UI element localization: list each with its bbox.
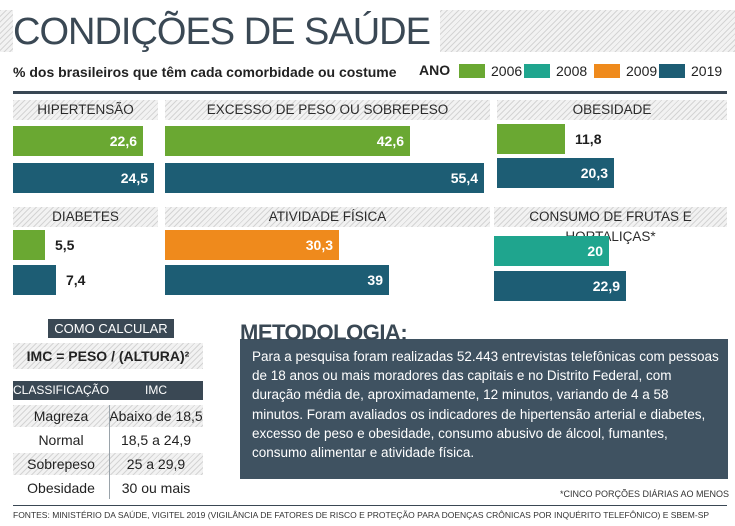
bar-2019 [13, 265, 56, 295]
bar-2019 [165, 163, 484, 193]
legend-item-2006: 2006 [459, 62, 522, 80]
bar-2019 [494, 271, 626, 301]
cell-imc: 30 ou mais [121, 480, 191, 496]
bar-value-label: 5,5 [55, 237, 75, 253]
bar-value-label: 24,5 [120, 170, 148, 186]
panel-title: ATIVIDADE FÍSICA [165, 207, 490, 227]
legend-item-2019: 2019 [659, 62, 722, 80]
cell-imc: 25 a 29,9 [126, 456, 186, 472]
cell-class: Magreza [33, 408, 89, 424]
bar-value-label: 22,6 [109, 133, 137, 149]
legend-swatch-2006 [459, 64, 485, 78]
panel-title: DIABETES [13, 207, 158, 227]
bar-value-label: 22,9 [592, 278, 620, 294]
subtitle: % dos brasileiros que têm cada comorbida… [13, 64, 397, 80]
footnote: *CINCO PORÇÕES DIÁRIAS AO MENOS [560, 489, 730, 499]
table-row: Normal 18,5 a 24,9 [13, 429, 203, 451]
table-row: Sobrepeso 25 a 29,9 [13, 453, 203, 475]
cell-imc: Abaixo de 18,5 [109, 408, 203, 424]
calc-title: COMO CALCULAR [48, 319, 174, 338]
bar-value-label: 30,3 [305, 237, 333, 253]
cell-class: Sobrepeso [27, 456, 95, 472]
sources: FONTES: MINISTÉRIO DA SAÚDE, VIGITEL 201… [13, 510, 710, 520]
table-row: Obesidade 30 ou mais [13, 477, 203, 499]
legend-swatch-2019 [659, 64, 685, 78]
bar-2008 [494, 236, 609, 266]
page-title: CONDIÇÕES DE SAÚDE [13, 8, 440, 56]
bar-value-label: 11,8 [575, 131, 602, 147]
panel-title: OBESIDADE [497, 100, 727, 120]
bar-2006 [13, 230, 45, 260]
table-row: Magreza Abaixo de 18,5 [13, 405, 203, 427]
legend-swatch-2009 [594, 64, 620, 78]
imc-table-header: CLASSIFICAÇÃO IMC [13, 381, 203, 400]
bar-2019 [497, 158, 614, 188]
panel-title: CONSUMO DE FRUTAS E HORTALIÇAS* [494, 207, 727, 244]
methodology-text: Para a pesquisa foram realizadas 52.443 … [252, 349, 719, 461]
bar-2006 [13, 126, 143, 156]
bar-value-label: 55,4 [450, 170, 478, 186]
bottom-rule [13, 505, 727, 506]
bar-2006 [497, 124, 565, 154]
bar-value-label: 7,4 [66, 272, 86, 288]
imc-formula: IMC = PESO / (ALTURA)² [13, 343, 203, 369]
bar-2009 [165, 230, 339, 260]
legend-swatch-2008 [524, 64, 550, 78]
bar-value-label: 42,6 [376, 133, 404, 149]
bar-value-label: 20,3 [580, 165, 608, 181]
panel-title: EXCESSO DE PESO OU SOBREPESO [165, 100, 490, 120]
methodology-title: METODOLOGIA: [240, 320, 408, 345]
bar-2019 [165, 265, 389, 295]
legend-item-2008: 2008 [524, 62, 587, 80]
legend-label-2008: 2008 [556, 63, 588, 79]
bar-2019 [13, 163, 154, 193]
legend-item-2009: 2009 [594, 62, 657, 80]
methodology-box [240, 339, 728, 479]
legend-title: ANO [419, 62, 451, 78]
cell-imc: 18,5 a 24,9 [120, 432, 192, 448]
cell-class: Obesidade [27, 480, 95, 496]
col-header-classification: CLASSIFICAÇÃO [13, 383, 110, 397]
legend-label-2019: 2019 [691, 63, 723, 79]
bar-value-label: 20 [587, 243, 603, 259]
cell-class: Normal [38, 432, 84, 448]
col-header-imc: IMC [145, 383, 167, 397]
panel-title: HIPERTENSÃO [13, 100, 158, 120]
bar-value-label: 39 [367, 272, 383, 288]
legend-label-2006: 2006 [491, 63, 523, 79]
table-column-divider [109, 405, 110, 499]
top-rule [13, 91, 727, 94]
legend-label-2009: 2009 [626, 63, 658, 79]
bar-2006 [165, 126, 410, 156]
